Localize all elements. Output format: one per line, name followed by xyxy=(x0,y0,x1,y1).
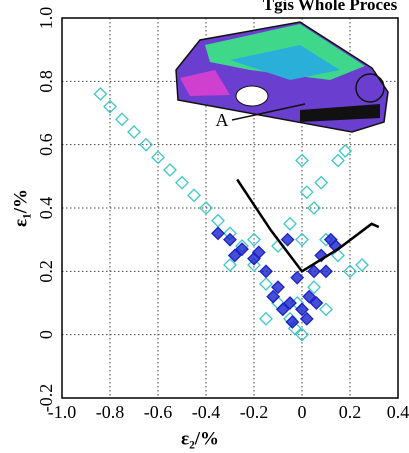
point xyxy=(260,265,272,277)
y-tick-label: -0.2 xyxy=(36,384,56,413)
point xyxy=(260,278,272,290)
x-tick-label: 0.4 xyxy=(387,402,409,422)
y-axis-label: ε₁/% xyxy=(10,189,31,227)
point xyxy=(116,113,128,125)
point xyxy=(152,151,164,163)
x-tick-label: 0 xyxy=(298,402,307,422)
y-tick-label: 0.2 xyxy=(36,260,56,283)
point xyxy=(301,186,313,198)
point xyxy=(356,259,368,271)
x-tick-label: -0.4 xyxy=(192,402,221,422)
point xyxy=(296,155,308,167)
point xyxy=(339,145,351,157)
point xyxy=(332,155,344,167)
point xyxy=(284,218,296,230)
point xyxy=(260,313,272,325)
y-tick-label: 0 xyxy=(36,330,56,339)
point xyxy=(286,316,298,328)
y-tick-label: 1.0 xyxy=(36,7,56,30)
point xyxy=(164,164,176,176)
chart-title: Tgis Whole Proces xyxy=(263,0,398,14)
point xyxy=(320,265,332,277)
x-tick-label: -0.8 xyxy=(96,402,125,422)
x-tick-label: -0.2 xyxy=(240,402,269,422)
point xyxy=(128,126,140,138)
point xyxy=(176,177,188,189)
point xyxy=(94,88,106,100)
x-tick-label: 0.2 xyxy=(339,402,362,422)
point xyxy=(315,177,327,189)
chart: Tgis Whole Proces A ε₂/% ε₁/% -1.0-0.8-0… xyxy=(0,0,409,453)
inset-image xyxy=(176,22,388,132)
annotation: A xyxy=(216,110,229,130)
x-axis-label: ε₂/% xyxy=(181,428,219,449)
point xyxy=(320,303,332,315)
x-tick-label: -0.6 xyxy=(144,402,173,422)
point xyxy=(282,234,294,246)
point xyxy=(212,227,224,239)
y-tick-label: 0.4 xyxy=(36,197,56,220)
y-tick-label: 0.8 xyxy=(36,70,56,93)
point xyxy=(291,272,303,284)
y-tick-label: 0.6 xyxy=(36,133,56,156)
point xyxy=(212,215,224,227)
point xyxy=(188,189,200,201)
